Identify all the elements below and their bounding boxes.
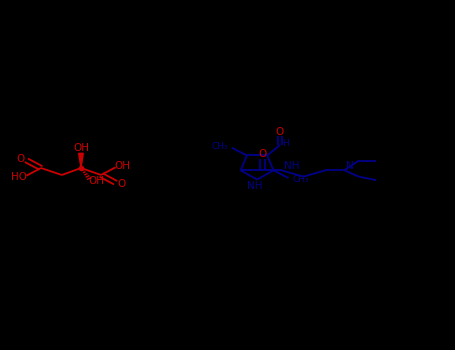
Text: HO: HO [11, 172, 27, 182]
Text: NH: NH [247, 181, 263, 191]
Text: H: H [282, 139, 289, 148]
Text: CH₃: CH₃ [292, 175, 309, 184]
Text: O: O [276, 127, 284, 137]
Text: O: O [17, 154, 25, 163]
Polygon shape [79, 153, 83, 168]
Text: OH: OH [88, 176, 105, 186]
Text: NH: NH [284, 161, 299, 171]
Text: O: O [117, 180, 125, 189]
Text: CH₃: CH₃ [212, 141, 228, 150]
Text: OH: OH [73, 143, 89, 153]
Text: N: N [346, 161, 354, 171]
Text: O: O [258, 149, 267, 159]
Text: OH: OH [115, 161, 131, 171]
